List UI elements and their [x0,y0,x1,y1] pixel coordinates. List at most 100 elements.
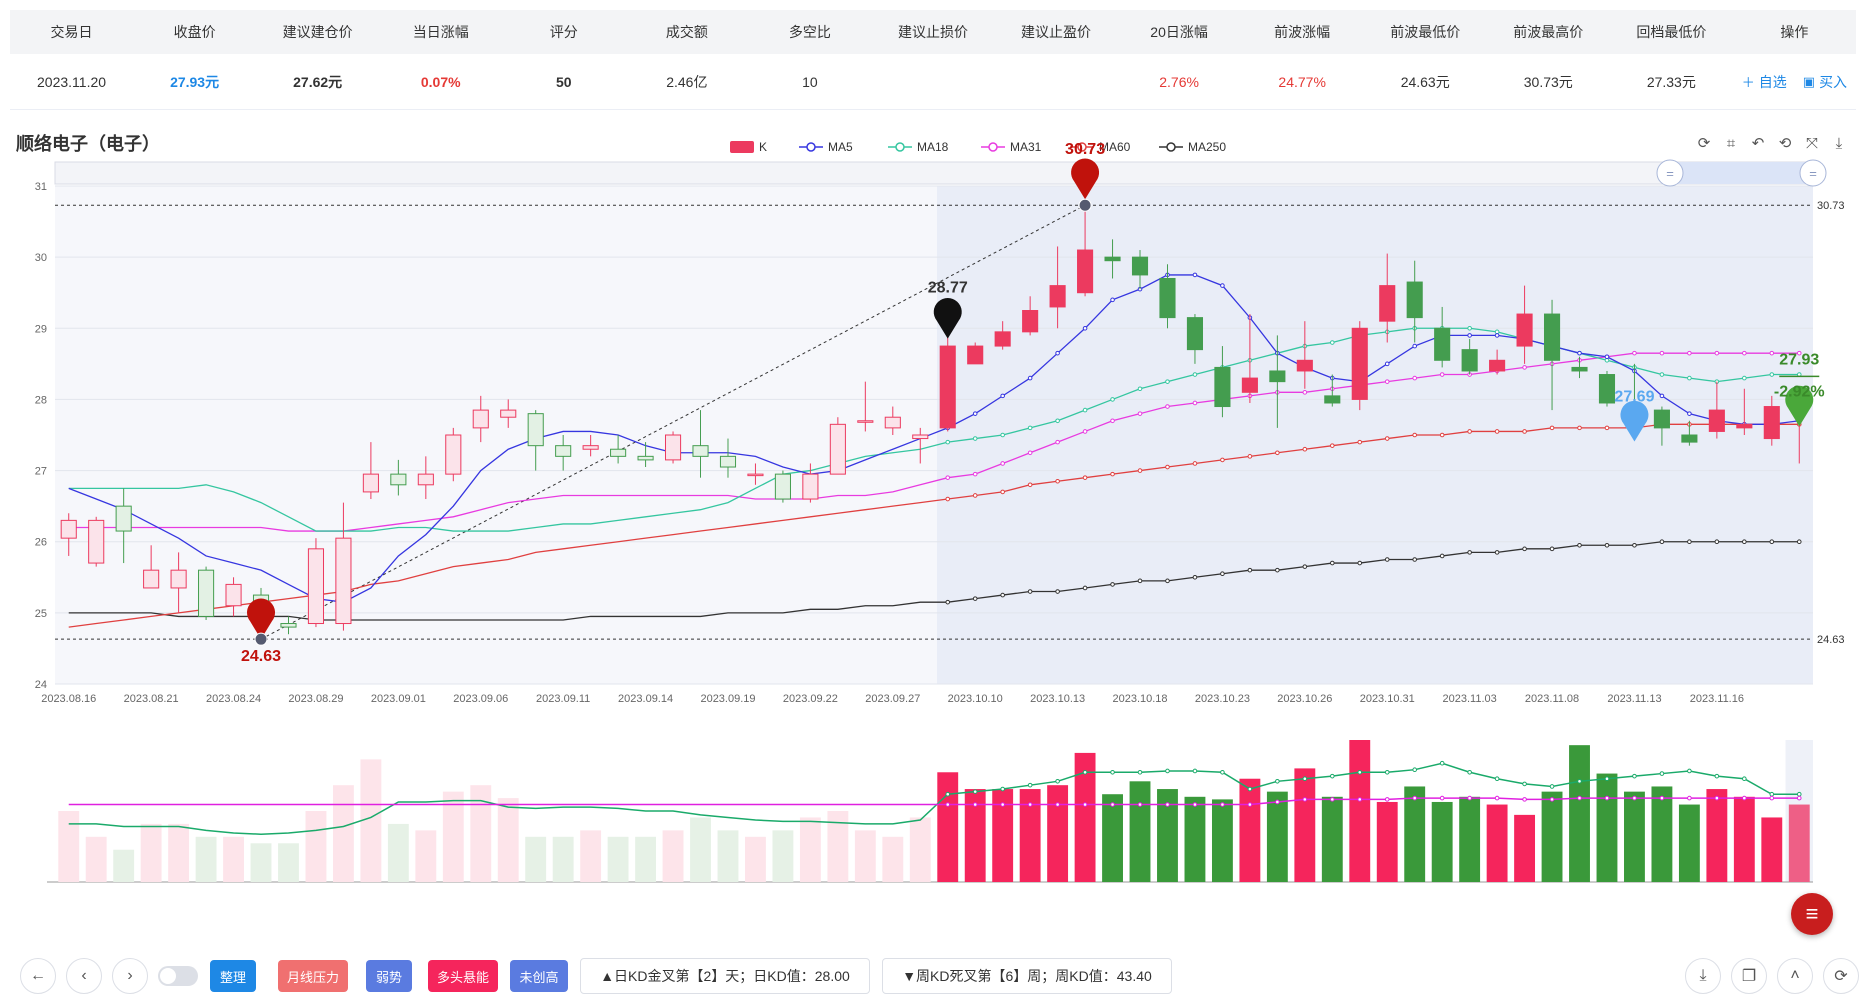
ma250-line-point [1357,560,1363,566]
ma250-line-point [1769,539,1775,545]
volume-bar [854,830,876,882]
volume-bar [442,791,464,882]
toggle-switch[interactable] [158,966,198,986]
value-wave-low: 24.63元 [1400,73,1450,90]
ma31-line-point [972,471,978,477]
ma60-line-point [1000,489,1005,495]
ma31-line-point [1769,350,1775,356]
ma250-line-point [1082,585,1088,591]
volume-bar [882,836,904,882]
ma18-line-point [1165,379,1170,384]
scroll-top-button[interactable]: ˄ [1777,958,1813,994]
copy-button[interactable]: ❐ [1731,958,1767,994]
candle-body [967,345,984,365]
ma60-line-point [1165,464,1170,470]
candle-body [115,505,132,532]
chevron-up-icon: ˄ [1790,967,1800,984]
volume-ma-point [1742,776,1747,782]
candle-body [555,445,572,457]
volume-ma-point [1137,769,1143,775]
candle-body [884,416,901,429]
refresh-icon[interactable]: ⟳ [1697,135,1711,152]
candle-body [143,569,160,589]
candle [1324,374,1341,407]
header-change: 当日涨幅 [412,24,469,40]
volume-bar [1678,804,1700,882]
ma31-line-point [1412,375,1418,381]
ma5-line-point [1659,393,1665,399]
save-image-icon[interactable]: ⤓ [1835,134,1843,152]
candle [1022,296,1039,336]
zoom-handle-right-grip: = [1809,166,1817,181]
candle [829,417,846,475]
ma18-line-point [1055,418,1060,424]
back-button[interactable]: ← [20,958,56,994]
ma60-line-point [1412,432,1418,438]
next-button[interactable]: › [112,958,148,994]
ma5-line-point [1412,343,1418,349]
zoom-handle-left-grip: = [1666,166,1674,181]
ma250-line-point [1000,592,1005,598]
legend-item: MA250 [1159,140,1226,154]
candle [1516,285,1533,364]
header-date: 交易日 [50,24,93,40]
ma250-line-point [945,599,951,605]
candle-body [1049,285,1066,308]
menu-button[interactable]: ≡ [1791,893,1833,935]
reload-button[interactable]: ⟳ [1823,958,1859,994]
candle-body [912,434,929,440]
prev-button[interactable]: ‹ [66,958,102,994]
volume-ma-point [1467,769,1472,775]
buy-button[interactable]: ▣ 买入 [1803,72,1847,92]
download-button[interactable]: ⤓ [1685,958,1721,994]
watchlist-button[interactable]: ＋自选 [1742,72,1787,92]
tag-button-3[interactable]: 多头悬能 [428,960,498,992]
volume-ma2-point [1055,802,1060,807]
tag-button-0[interactable]: 整理 [210,960,256,992]
ma250-line-point [1220,571,1225,577]
y-tick-label: 27 [35,466,47,478]
header-amount: 成交额 [665,24,708,40]
high-marker-shape [1071,158,1100,200]
volume-bar [497,798,519,882]
header-entry: 建议建仓价 [282,24,353,40]
black-marker [933,297,962,339]
tag-button-1[interactable]: 月线压力 [278,960,348,992]
x-tick-label: 2023.09.11 [536,693,590,705]
ma250-line-point [1796,539,1802,545]
volume-ma-point [1302,776,1308,782]
volume-ma2-point [1110,802,1115,807]
volume-ma-point [1769,791,1775,797]
ma5-line-point [1687,411,1692,416]
volume-bar [964,789,986,882]
volume-ma-point [1027,782,1033,788]
tag-button-2[interactable]: 弱势 [366,960,412,992]
ma31-line-point [1796,350,1802,356]
candle-body [1461,349,1478,372]
volume-ma-point [1000,786,1005,792]
blue-marker-label: 27.69 [1614,388,1654,405]
candle [994,321,1011,350]
candle-body [1681,434,1698,443]
x-tick-label: 2023.10.18 [1112,693,1167,705]
volume-ma2-point [1302,797,1308,802]
zoom-reset-icon[interactable]: ↶ [1751,135,1765,152]
volume-ma-point [1192,768,1198,774]
volume-ma2-point [1687,795,1692,801]
legend-swatch-dot [1166,142,1176,152]
value-amount: 2.46亿 [666,73,708,90]
zoom-select-icon[interactable]: ⌗ [1726,134,1736,152]
tag-button-4[interactable]: 未创高 [510,960,568,992]
x-tick-label: 2023.09.01 [371,693,426,705]
restore-icon[interactable]: ⟲ [1778,135,1792,152]
candle-body [582,445,599,450]
volume-ma2-point [1796,795,1802,801]
fullscreen-icon[interactable]: ⤧ [1805,134,1818,152]
volume-bar [1019,789,1041,882]
volume-ma2-point [1220,802,1225,807]
volume-bar [140,823,162,882]
candle-body [1324,395,1341,404]
candle [307,538,325,628]
candle-body [1736,423,1753,429]
volume-ma-point [972,789,978,794]
